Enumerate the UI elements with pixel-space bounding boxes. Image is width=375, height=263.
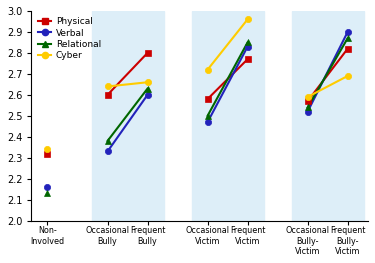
Legend: Physical, Verbal, Relational, Cyber: Physical, Verbal, Relational, Cyber bbox=[36, 16, 103, 62]
Bar bbox=[292, 11, 364, 221]
Bar bbox=[192, 11, 264, 221]
Bar bbox=[92, 11, 164, 221]
